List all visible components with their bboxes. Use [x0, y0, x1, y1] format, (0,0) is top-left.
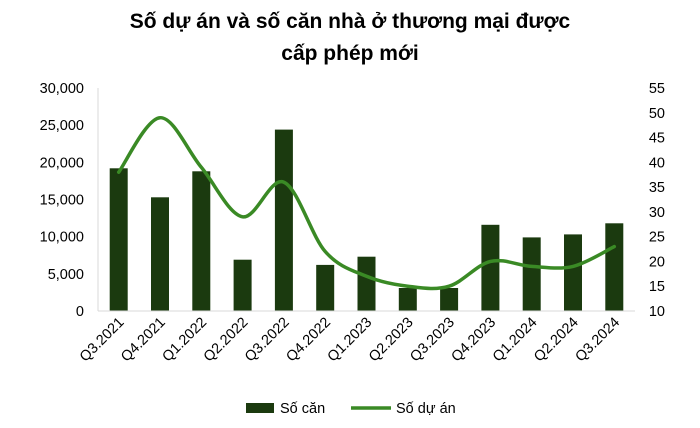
x-tick-label-12: Q3.2024	[572, 315, 623, 366]
x-tick-label-7: Q2.2023	[366, 315, 417, 366]
bar-so-can-3	[233, 259, 252, 311]
y-right-tick-label-1: 15	[649, 279, 665, 295]
bar-so-can-10	[522, 237, 541, 311]
x-tick-label-9: Q4.2023	[449, 315, 500, 366]
bar-so-can-6	[357, 256, 376, 311]
line-layer	[116, 115, 617, 291]
bar-so-can-8	[440, 288, 459, 311]
x-tick-label-8: Q3.2023	[407, 315, 458, 366]
chart-title-line-1: Số dự án và số căn nhà ở thương mại được	[129, 10, 571, 33]
y-right-tick-label-5: 35	[649, 180, 665, 196]
bar-so-can-12	[605, 223, 624, 311]
legend: Số căn Số dự án	[246, 401, 456, 417]
chart-title-line-2: cấp phép mới	[281, 42, 419, 65]
y-left-tick-label-4: 20,000	[40, 155, 84, 171]
legend-label-so-du-an: Số dự án	[396, 401, 456, 417]
x-tick-label-2: Q1.2022	[159, 315, 210, 366]
bar-so-can-9	[481, 224, 500, 311]
x-tick-label-5: Q4.2022	[283, 315, 334, 366]
y-left-tick-label-3: 15,000	[40, 193, 84, 209]
bar-so-can-5	[316, 264, 335, 311]
y-right-tick-label-4: 30	[649, 205, 665, 221]
x-tick-label-10: Q1.2024	[490, 315, 541, 366]
x-tick-label-1: Q4.2021	[118, 315, 169, 366]
y-right-tick-label-9: 55	[649, 81, 665, 97]
legend-label-so-can: Số căn	[280, 401, 325, 417]
y-right-tick-label-8: 50	[649, 106, 665, 122]
y-left-tick-label-2: 10,000	[40, 230, 84, 246]
bar-so-can-0	[109, 168, 128, 311]
y-right-tick-label-6: 40	[649, 155, 665, 171]
x-tick-label-4: Q3.2022	[242, 315, 293, 366]
y-left-tick-label-0: 0	[76, 304, 84, 320]
x-tick-label-0: Q3.2021	[77, 315, 128, 366]
legend-bar-swatch	[246, 403, 274, 413]
bars-layer	[109, 129, 624, 311]
y-right-tick-label-2: 20	[649, 254, 665, 270]
y-left-tick-label-6: 30,000	[40, 81, 84, 97]
x-tick-label-11: Q2.2024	[531, 315, 582, 366]
x-tick-label-6: Q1.2023	[325, 315, 376, 366]
y-left-tick-label-1: 5,000	[48, 267, 84, 283]
bar-so-can-7	[398, 288, 417, 311]
bar-so-can-4	[274, 129, 293, 311]
bar-so-can-2	[192, 171, 211, 311]
bar-so-can-1	[151, 197, 169, 311]
y-left-tick-label-5: 25,000	[40, 118, 84, 134]
y-right-tick-label-3: 25	[649, 230, 665, 246]
y-right-tick-label-0: 10	[649, 304, 665, 320]
axes-layer: 0 5,000 10,000 15,000 20,000 25,000 30,000 10 15…	[40, 81, 665, 365]
y-right-tick-label-7: 45	[649, 131, 665, 147]
bar-so-can-11	[564, 234, 582, 311]
chart-title: Số dự án và số căn nhà ở thương mại được…	[0, 6, 700, 70]
x-tick-label-3: Q2.2022	[201, 315, 252, 366]
